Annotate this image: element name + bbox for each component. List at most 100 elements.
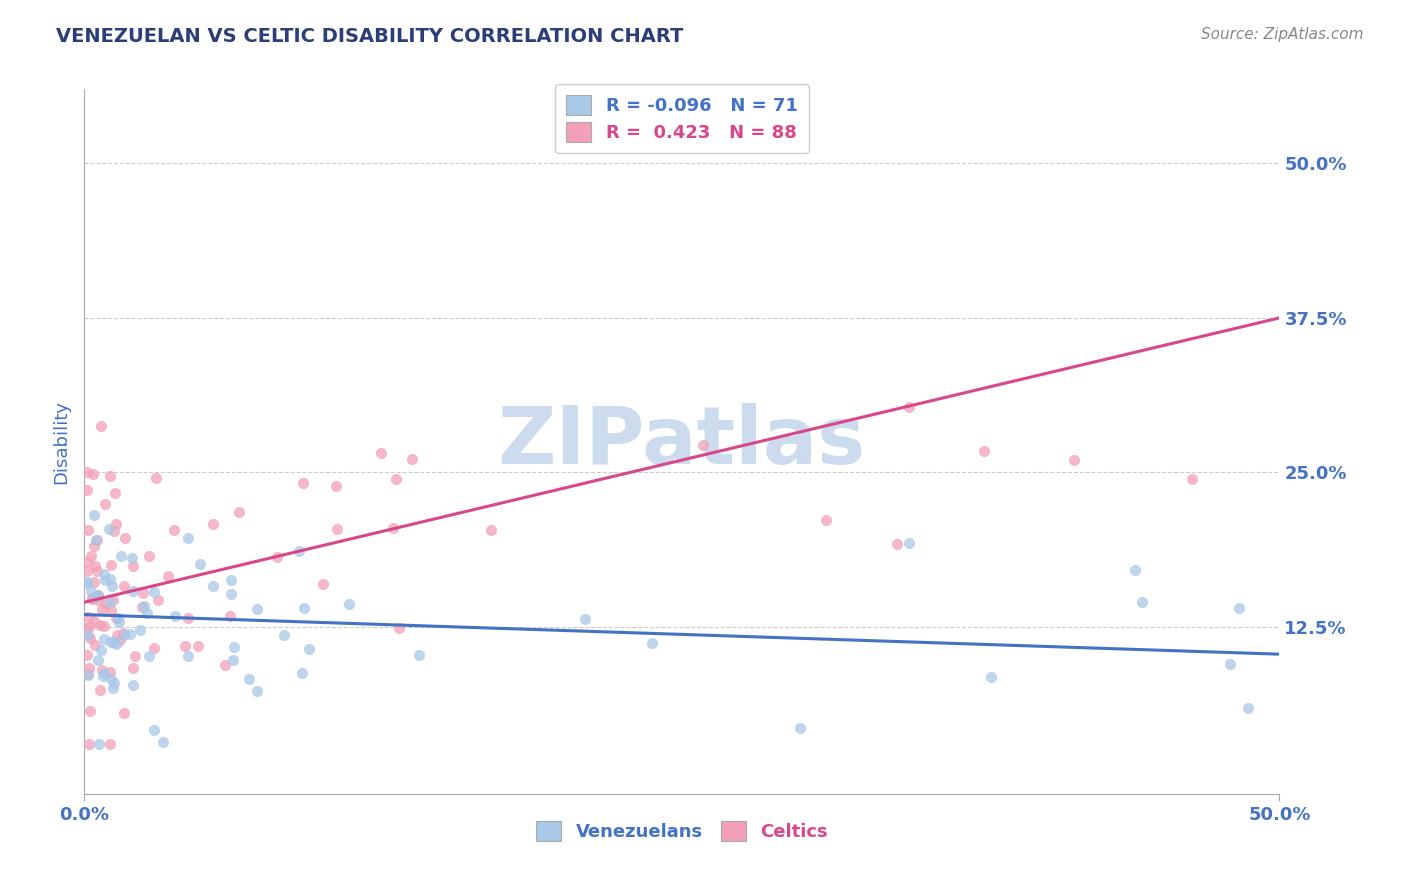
Point [76, 576, 98, 591]
Point [84, 559, 107, 574]
Point [105, 516, 128, 531]
Point [101, 579, 124, 593]
Point [188, 558, 211, 572]
Point [103, 593, 125, 607]
Point [121, 584, 143, 599]
Point [87, 652, 110, 666]
Point [82, 467, 104, 482]
Point [111, 626, 134, 640]
Point [100, 635, 122, 649]
Point [146, 593, 169, 607]
Point [108, 633, 131, 648]
Point [96, 597, 118, 611]
Point [408, 648, 430, 662]
Point [98, 469, 121, 483]
Point [76, 483, 98, 497]
Point [76, 609, 98, 624]
Point [898, 536, 921, 550]
Point [86, 564, 108, 578]
Point [142, 640, 165, 655]
Point [82, 591, 104, 605]
Point [84, 533, 107, 548]
Point [311, 577, 333, 591]
Legend: Venezuelans, Celtics: Venezuelans, Celtics [529, 814, 835, 848]
Point [1219, 657, 1241, 671]
Point [76, 575, 98, 590]
Point [132, 586, 155, 600]
Point [222, 653, 245, 667]
Point [325, 522, 347, 536]
Point [246, 602, 269, 616]
Point [128, 623, 150, 637]
Point [83, 615, 105, 629]
Point [105, 637, 128, 651]
Point [87, 589, 110, 603]
Point [176, 649, 198, 664]
Point [76, 667, 98, 681]
Point [122, 678, 145, 692]
Point [80, 549, 103, 563]
Point [98, 572, 121, 586]
Point [103, 635, 125, 649]
Point [152, 734, 174, 748]
Point [98, 522, 121, 536]
Point [173, 639, 195, 653]
Point [98, 665, 121, 679]
Point [238, 672, 260, 686]
Point [76, 465, 98, 479]
Point [120, 627, 142, 641]
Point [122, 660, 145, 674]
Point [76, 621, 98, 635]
Point [973, 444, 995, 458]
Point [201, 516, 224, 531]
Point [110, 549, 132, 563]
Point [814, 513, 837, 527]
Point [789, 721, 811, 735]
Point [202, 579, 225, 593]
Point [136, 607, 159, 621]
Point [121, 551, 143, 566]
Point [83, 508, 105, 523]
Point [641, 636, 664, 650]
Point [80, 591, 103, 606]
Point [143, 584, 166, 599]
Point [89, 617, 111, 632]
Point [112, 706, 135, 720]
Point [292, 600, 315, 615]
Point [86, 533, 108, 548]
Point [76, 648, 98, 662]
Point [98, 595, 121, 609]
Point [177, 532, 200, 546]
Point [93, 665, 115, 680]
Point [93, 619, 115, 633]
Point [574, 612, 596, 626]
Point [157, 568, 180, 582]
Point [105, 611, 128, 625]
Point [112, 578, 135, 592]
Point [1227, 601, 1250, 615]
Point [100, 558, 122, 572]
Point [90, 419, 112, 434]
Point [87, 593, 110, 607]
Point [177, 611, 200, 625]
Point [246, 684, 269, 698]
Point [114, 531, 136, 545]
Point [122, 558, 145, 573]
Point [1236, 701, 1258, 715]
Point [287, 544, 309, 558]
Point [77, 524, 100, 538]
Point [103, 681, 125, 695]
Point [1130, 594, 1153, 608]
Point [298, 642, 321, 657]
Point [103, 524, 125, 538]
Point [384, 472, 406, 486]
Point [93, 632, 115, 647]
Point [138, 549, 160, 563]
Point [292, 475, 315, 490]
Point [104, 486, 127, 500]
Point [221, 573, 243, 587]
Point [124, 648, 146, 663]
Point [222, 640, 245, 654]
Point [131, 600, 153, 615]
Y-axis label: Disability: Disability [52, 400, 70, 483]
